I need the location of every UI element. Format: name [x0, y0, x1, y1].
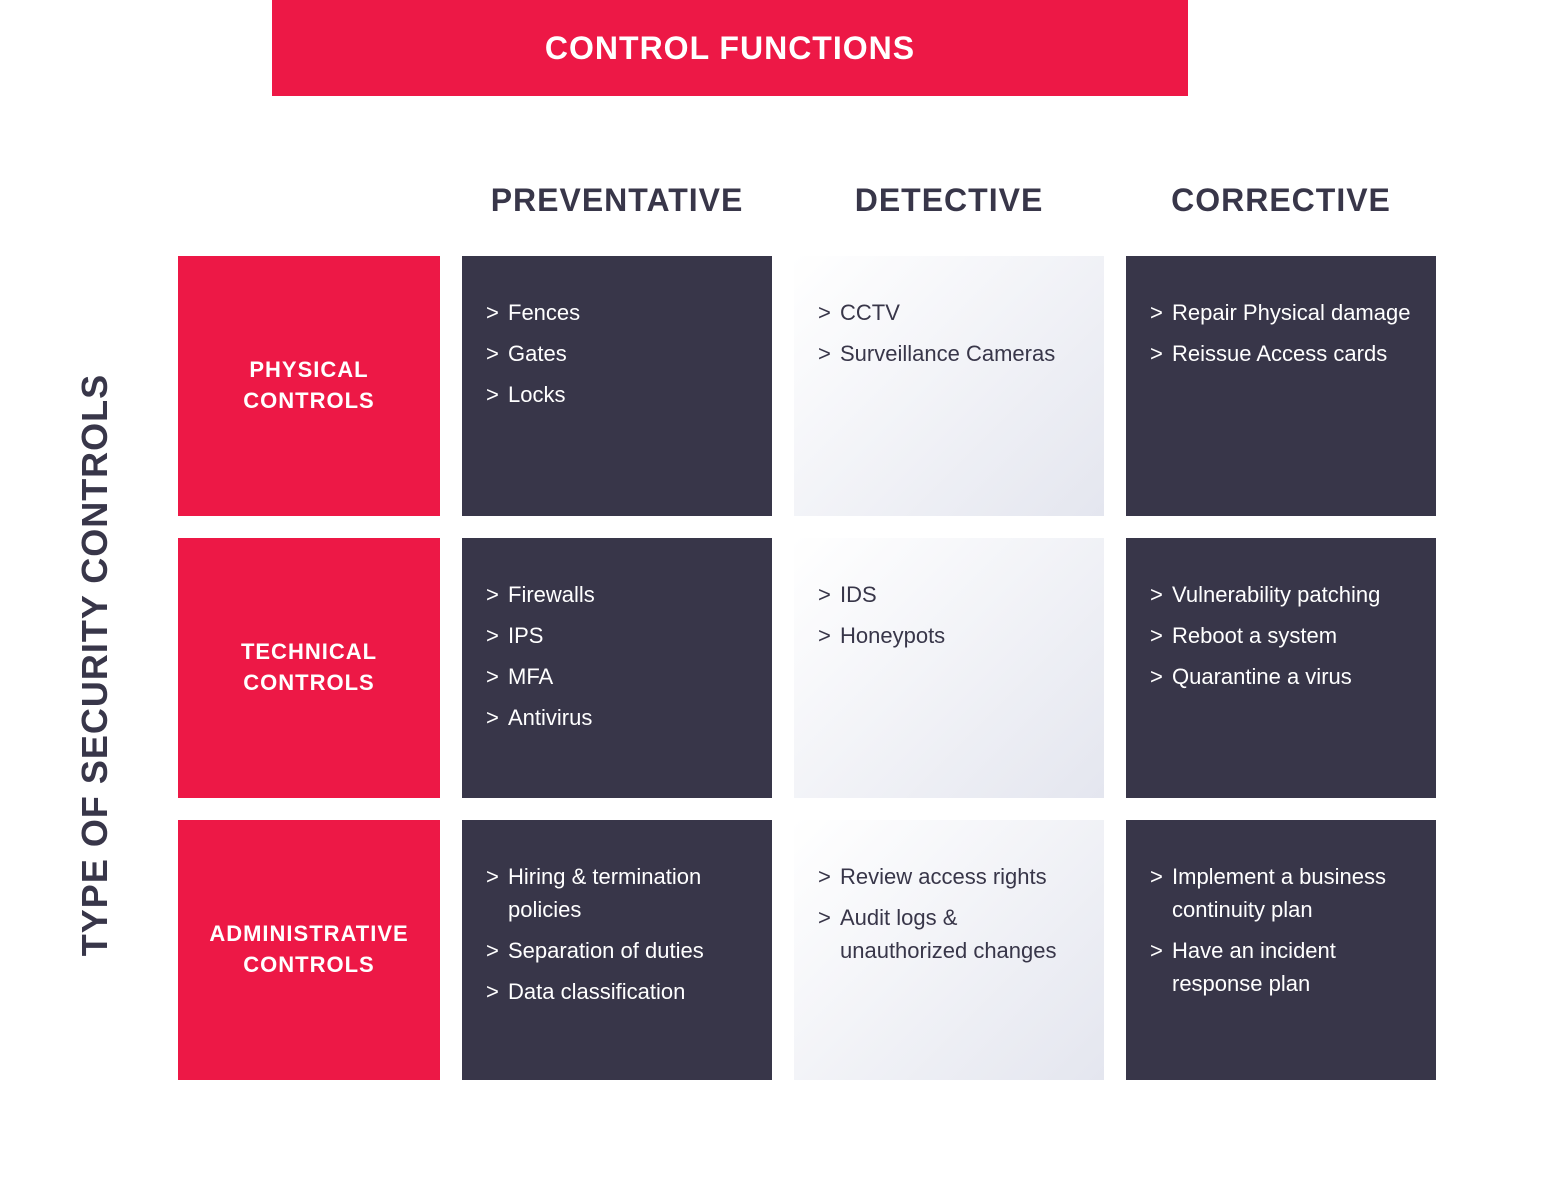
- cell-list: Implement a business continuity plan Have…: [1150, 860, 1412, 1000]
- matrix-cell: Hiring & termination policies Separation …: [462, 820, 772, 1080]
- matrix-cell: Fences Gates Locks: [462, 256, 772, 516]
- matrix-row: TECHNICAL CONTROLS Firewalls IPS MFA Antivir…: [178, 538, 1436, 798]
- matrix-cell: IDS Honeypots: [794, 538, 1104, 798]
- row-label: PHYSICAL CONTROLS: [178, 256, 440, 516]
- cell-item: Locks: [486, 378, 748, 411]
- matrix-cell: CCTV Surveillance Cameras: [794, 256, 1104, 516]
- matrix-cell: Review access rights Audit logs & unautho…: [794, 820, 1104, 1080]
- vertical-axis-label-container: TYPE OF SECURITY CONTROLS: [60, 275, 130, 1055]
- cell-item: IPS: [486, 619, 748, 652]
- matrix-cell: Repair Physical damage Reissue Access car…: [1126, 256, 1436, 516]
- row-label-text: ADMINISTRATIVE CONTROLS: [198, 919, 420, 981]
- row-label-text: PHYSICAL CONTROLS: [198, 355, 420, 417]
- row-label-text: TECHNICAL CONTROLS: [198, 637, 420, 699]
- cell-item: Have an incident response plan: [1150, 934, 1412, 1000]
- row-label: ADMINISTRATIVE CONTROLS: [178, 820, 440, 1080]
- row-label: TECHNICAL CONTROLS: [178, 538, 440, 798]
- column-header-corrective: CORRECTIVE: [1126, 182, 1436, 219]
- cell-item: Quarantine a virus: [1150, 660, 1412, 693]
- cell-item: Antivirus: [486, 701, 748, 734]
- cell-item: Reboot a system: [1150, 619, 1412, 652]
- column-header-preventative: PREVENTATIVE: [462, 182, 772, 219]
- cell-list: Fences Gates Locks: [486, 296, 748, 411]
- header-title: CONTROL FUNCTIONS: [545, 30, 915, 67]
- cell-list: Firewalls IPS MFA Antivirus: [486, 578, 748, 734]
- matrix-cell: Firewalls IPS MFA Antivirus: [462, 538, 772, 798]
- matrix-row: ADMINISTRATIVE CONTROLS Hiring & terminat…: [178, 820, 1436, 1080]
- cell-list: Vulnerability patching Reboot a system Qua…: [1150, 578, 1412, 693]
- cell-item: MFA: [486, 660, 748, 693]
- cell-item: Hiring & termination policies: [486, 860, 748, 926]
- cell-list: Review access rights Audit logs & unautho…: [818, 860, 1080, 967]
- cell-item: Gates: [486, 337, 748, 370]
- cell-item: Honeypots: [818, 619, 1080, 652]
- matrix-grid: PHYSICAL CONTROLS Fences Gates Locks CCTV Sur…: [178, 256, 1436, 1080]
- cell-item: Data classification: [486, 975, 748, 1008]
- column-header-detective: DETECTIVE: [794, 182, 1104, 219]
- cell-item: Surveillance Cameras: [818, 337, 1080, 370]
- cell-item: Implement a business continuity plan: [1150, 860, 1412, 926]
- cell-item: CCTV: [818, 296, 1080, 329]
- cell-item: IDS: [818, 578, 1080, 611]
- matrix-cell: Vulnerability patching Reboot a system Qua…: [1126, 538, 1436, 798]
- cell-item: Firewalls: [486, 578, 748, 611]
- cell-list: IDS Honeypots: [818, 578, 1080, 652]
- column-headers: PREVENTATIVE DETECTIVE CORRECTIVE: [462, 182, 1436, 219]
- cell-item: Reissue Access cards: [1150, 337, 1412, 370]
- cell-item: Repair Physical damage: [1150, 296, 1412, 329]
- cell-list: CCTV Surveillance Cameras: [818, 296, 1080, 370]
- cell-item: Fences: [486, 296, 748, 329]
- cell-item: Separation of duties: [486, 934, 748, 967]
- header-banner: CONTROL FUNCTIONS: [272, 0, 1188, 96]
- vertical-axis-label: TYPE OF SECURITY CONTROLS: [74, 374, 116, 956]
- matrix-cell: Implement a business continuity plan Have…: [1126, 820, 1436, 1080]
- matrix-row: PHYSICAL CONTROLS Fences Gates Locks CCTV Sur…: [178, 256, 1436, 516]
- cell-item: Review access rights: [818, 860, 1080, 893]
- cell-list: Repair Physical damage Reissue Access car…: [1150, 296, 1412, 370]
- cell-list: Hiring & termination policies Separation …: [486, 860, 748, 1008]
- cell-item: Audit logs & unauthorized changes: [818, 901, 1080, 967]
- cell-item: Vulnerability patching: [1150, 578, 1412, 611]
